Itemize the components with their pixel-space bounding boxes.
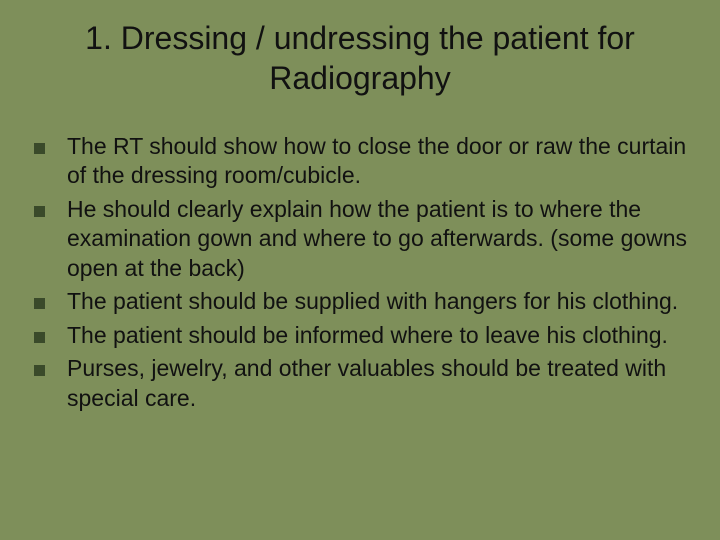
list-item: The patient should be supplied with hang… [34,287,692,316]
square-bullet-icon [34,332,45,343]
list-item: He should clearly explain how the patien… [34,195,692,283]
bullet-list: The RT should show how to close the door… [28,132,692,413]
bullet-text: The patient should be informed where to … [67,321,692,350]
list-item: The patient should be informed where to … [34,321,692,350]
bullet-text: Purses, jewelry, and other valuables sho… [67,354,692,413]
list-item: The RT should show how to close the door… [34,132,692,191]
bullet-text: The RT should show how to close the door… [67,132,692,191]
square-bullet-icon [34,298,45,309]
list-item: Purses, jewelry, and other valuables sho… [34,354,692,413]
slide-container: 1. Dressing / undressing the patient for… [0,0,720,540]
square-bullet-icon [34,206,45,217]
bullet-text: He should clearly explain how the patien… [67,195,692,283]
slide-title: 1. Dressing / undressing the patient for… [28,18,692,98]
square-bullet-icon [34,365,45,376]
bullet-text: The patient should be supplied with hang… [67,287,692,316]
square-bullet-icon [34,143,45,154]
